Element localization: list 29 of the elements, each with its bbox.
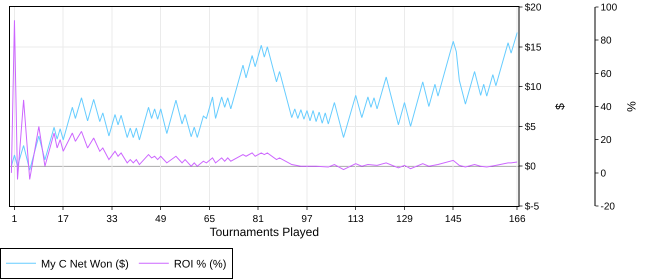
x-tick-label: 17 <box>58 214 70 225</box>
x-axis-title: Tournaments Played <box>210 225 320 239</box>
y2-tick-label: 80 <box>600 36 612 47</box>
y-tick-label: $15 <box>524 42 542 54</box>
y-tick-label: $0 <box>524 162 536 173</box>
x-tick-label: 33 <box>106 214 118 225</box>
x-tick-label: 145 <box>444 214 462 225</box>
x-tick-label: 129 <box>396 214 414 225</box>
y2-tick-label: -20 <box>600 202 616 212</box>
x-tick-label: 97 <box>301 214 313 225</box>
y2-axis-title: % <box>624 100 639 112</box>
x-tick-label: 113 <box>348 214 364 225</box>
y2-tick-label: 100 <box>600 2 618 14</box>
y-tick-label: $-5 <box>524 202 540 212</box>
legend-label: ROI % (%) <box>174 258 226 271</box>
legend-label: My C Net Won ($) <box>41 258 129 271</box>
y2-tick-label: 60 <box>600 68 612 80</box>
y2-tick-label: 40 <box>600 102 612 113</box>
x-tick-label: 65 <box>204 214 216 225</box>
x-tick-label: 166 <box>508 214 526 225</box>
y-axis-title: $ <box>552 102 567 110</box>
y2-tick-label: 20 <box>600 135 612 146</box>
x-tick-label: 49 <box>155 214 167 225</box>
y2-tick-label: 0 <box>600 168 606 180</box>
x-tick-label: 81 <box>252 214 264 225</box>
y-tick-label: $20 <box>524 2 542 14</box>
y-tick-label: $5 <box>524 122 536 133</box>
x-tick-label: 1 <box>12 214 18 225</box>
y-tick-label: $10 <box>524 82 542 94</box>
